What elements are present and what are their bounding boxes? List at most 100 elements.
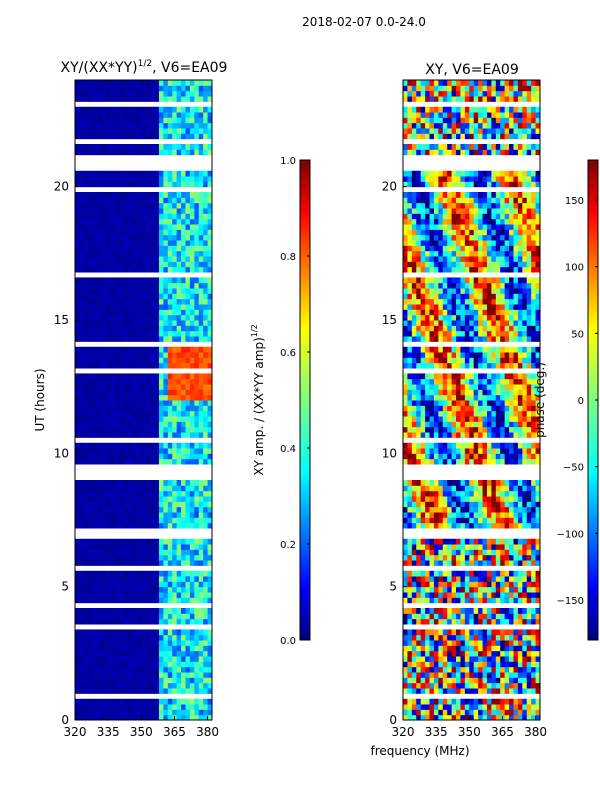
amplitude-cell	[141, 224, 147, 230]
phase-cell	[456, 618, 461, 625]
amplitude-cell	[119, 384, 125, 390]
amplitude-cell	[167, 170, 173, 177]
amplitude-cell	[172, 410, 178, 417]
amplitude-cell	[154, 266, 160, 273]
amplitude-cell	[97, 229, 103, 236]
amplitude-cell	[114, 613, 120, 620]
amplitude-cell	[105, 106, 111, 113]
amplitude-cell	[145, 405, 151, 412]
amplitude-cell	[123, 394, 129, 401]
amplitude-cell	[207, 581, 213, 588]
phase-cell	[504, 613, 510, 620]
phase-cell	[513, 421, 519, 428]
amplitude-cell	[97, 80, 103, 86]
phase-cell	[535, 677, 541, 684]
phase-cell	[403, 501, 408, 508]
phase-cell	[403, 448, 408, 454]
amplitude-cell	[198, 80, 204, 86]
phase-cell	[513, 704, 519, 710]
phase-cell	[425, 698, 431, 705]
amplitude-cell	[167, 282, 173, 289]
amplitude-cell	[158, 666, 164, 673]
phase-cell	[535, 672, 541, 678]
amplitude-cell	[75, 672, 80, 678]
phase-cell	[473, 560, 479, 566]
phase-cell	[429, 490, 435, 497]
phase-cell	[495, 677, 501, 684]
amplitude-row	[75, 592, 213, 598]
amplitude-cell	[128, 442, 133, 449]
amplitude-cell	[158, 704, 164, 710]
amplitude-cell	[189, 597, 195, 604]
phase-cell	[420, 410, 426, 417]
amplitude-cell	[83, 517, 89, 524]
amplitude-cell	[79, 634, 85, 641]
phase-cell	[517, 682, 523, 689]
amplitude-cell	[167, 133, 173, 140]
amplitude-cell	[119, 512, 125, 518]
amplitude-cell	[145, 384, 151, 390]
phase-cell	[407, 560, 413, 566]
amplitude-cell	[136, 442, 142, 449]
phase-cell	[478, 709, 484, 716]
amplitude-cell	[110, 261, 116, 268]
phase-cell	[460, 581, 466, 588]
amplitude-cell	[105, 218, 111, 225]
amplitude-cell	[181, 128, 186, 134]
amplitude-cell	[150, 266, 156, 273]
phase-cell	[464, 613, 470, 620]
amplitude-cell	[97, 480, 103, 486]
amplitude-cell	[83, 362, 89, 369]
amplitude-cell	[75, 485, 80, 492]
amplitude-cell	[203, 405, 209, 412]
phase-title: XY, V6=EA09	[425, 62, 519, 78]
phase-cell	[478, 661, 484, 668]
phase-cell	[526, 496, 532, 502]
phase-cell	[442, 442, 448, 449]
phase-cell	[429, 432, 435, 438]
amplitude-cell	[150, 229, 156, 236]
phase-cell	[464, 544, 470, 550]
phase-cell	[420, 560, 426, 566]
phase-cell	[469, 517, 475, 524]
amplitude-cell	[119, 192, 125, 198]
amplitude-cell	[158, 357, 164, 364]
phase-cell	[460, 394, 466, 401]
phase-cell	[420, 714, 426, 721]
phase-cell	[464, 640, 470, 646]
amplitude-cell	[114, 629, 120, 636]
flagged-gap	[75, 138, 212, 144]
phase-cell	[509, 501, 514, 508]
phase-cell	[416, 672, 422, 678]
phase-cell	[526, 560, 532, 566]
amplitude-cell	[150, 106, 156, 113]
phase-cell	[495, 592, 501, 598]
amplitude-cell	[172, 586, 178, 593]
amplitude-cell	[141, 538, 147, 545]
phase-cell	[535, 640, 541, 646]
phase-cell	[513, 592, 519, 598]
phase-cell	[517, 677, 523, 684]
phase-cell	[416, 645, 422, 652]
phase-cell	[451, 629, 457, 636]
amplitude-cell	[203, 570, 209, 577]
phase-cell	[500, 522, 506, 529]
amplitude-cell	[145, 218, 151, 225]
amplitude-cell	[181, 261, 186, 268]
phase-cell	[526, 704, 532, 710]
amplitude-cell	[119, 634, 125, 641]
amplitude-cell	[110, 666, 116, 673]
amplitude-cell	[172, 560, 178, 566]
amplitude-cell	[154, 586, 160, 593]
amplitude-cell	[181, 224, 186, 230]
amplitude-cell	[141, 682, 147, 689]
amplitude-cell	[119, 218, 125, 225]
amplitude-cell	[119, 282, 125, 289]
amplitude-cell	[194, 501, 200, 508]
phase-cell	[403, 496, 408, 502]
phase-cell	[464, 496, 470, 502]
amplitude-cell	[145, 442, 151, 449]
amplitude-cell	[101, 96, 107, 102]
phase-cell	[442, 698, 448, 705]
phase-cell	[504, 432, 510, 438]
